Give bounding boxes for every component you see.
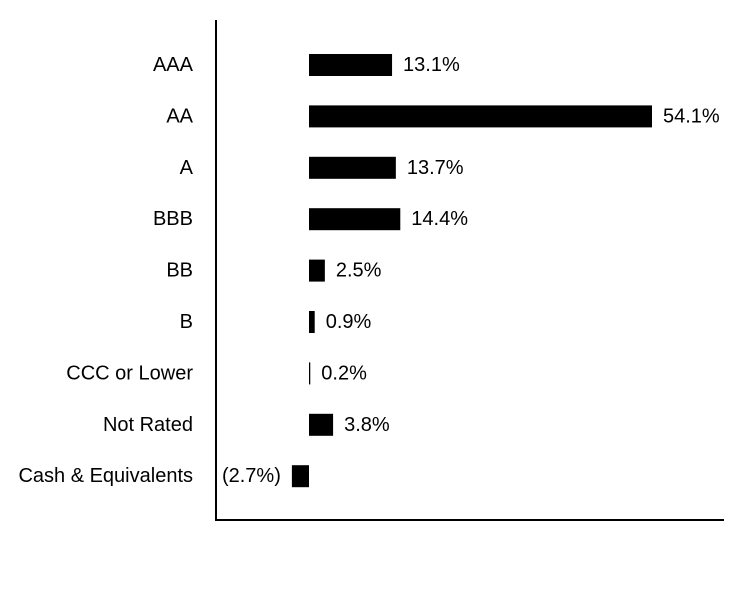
bar-1 — [309, 105, 652, 128]
value-label-3: 14.4% — [411, 208, 468, 230]
category-label-4: BB — [166, 260, 193, 282]
bar-0 — [309, 54, 393, 76]
bar-3 — [309, 208, 401, 231]
bar-8 — [291, 465, 309, 488]
bar-5 — [309, 311, 315, 333]
category-label-1: AA — [166, 105, 193, 127]
value-label-1: 54.1% — [663, 105, 720, 127]
category-label-7: Not Rated — [103, 414, 193, 436]
value-label-2: 13.7% — [407, 157, 464, 179]
bar-7 — [309, 413, 334, 436]
value-label-0: 13.1% — [403, 54, 460, 76]
value-label-5: 0.9% — [326, 311, 372, 333]
category-label-0: AAA — [153, 54, 194, 76]
value-label-7: 3.8% — [344, 414, 390, 436]
value-labels-group: 13.1% 54.1% 13.7% 14.4% 2.5% 0.9% 0.2% 3.8% (2.7… — [222, 54, 720, 487]
bars-group — [291, 54, 652, 488]
category-label-2: A — [180, 157, 194, 179]
category-label-5: B — [180, 311, 193, 333]
bar-2 — [309, 156, 396, 179]
bar-6 — [309, 362, 311, 385]
category-label-3: BBB — [153, 208, 193, 230]
value-label-6: 0.2% — [321, 362, 367, 384]
category-label-6: CCC or Lower — [66, 362, 193, 384]
value-label-8: (2.7%) — [222, 465, 281, 487]
category-label-8: Cash & Equivalents — [18, 465, 193, 487]
value-label-4: 2.5% — [336, 260, 382, 282]
bar-4 — [309, 259, 325, 282]
